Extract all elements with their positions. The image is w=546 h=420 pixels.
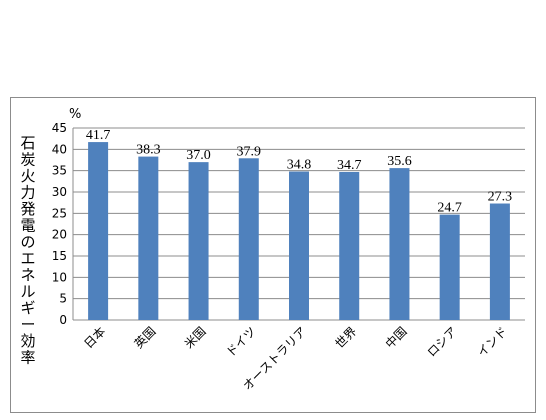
category-label: 中国 — [382, 324, 410, 352]
data-label: 38.3 — [136, 143, 161, 158]
y-tick-label: 30 — [52, 185, 67, 199]
bar — [238, 158, 259, 320]
y-axis-title-char: 力 — [20, 184, 35, 202]
data-label: 34.8 — [287, 158, 312, 173]
y-tick-label: 15 — [52, 249, 67, 263]
category-label: インド — [475, 324, 510, 359]
bar — [289, 171, 309, 320]
bar — [389, 168, 410, 320]
y-axis-title-char: 発 — [20, 200, 35, 218]
y-axis-title-char: 効 — [20, 332, 35, 350]
y-axis-title-char: 火 — [20, 167, 35, 185]
y-axis-title-char: 電 — [20, 217, 35, 235]
y-axis-title-char: の — [20, 233, 35, 251]
bars — [88, 142, 510, 320]
bar — [188, 162, 209, 320]
bar — [138, 156, 159, 320]
y-axis-title-char: 石 — [20, 134, 35, 152]
y-axis-title-char: ル — [20, 283, 35, 301]
chart-frame: 0 5 10 15 20 25 30 35 40 45 41.7 38.3 37.0 37.9 34.8 3… — [10, 97, 536, 413]
bar — [439, 214, 460, 320]
y-axis-title-char: ー — [20, 316, 35, 334]
y-axis-title-char: エ — [20, 250, 35, 268]
bar — [88, 142, 109, 320]
y-tick-label: 5 — [59, 292, 67, 306]
category-label: ロシア — [424, 324, 459, 359]
category-label: 英国 — [132, 324, 159, 351]
y-tick-labels: 0 5 10 15 20 25 30 35 40 45 — [52, 121, 67, 327]
y-tick-label: 40 — [52, 142, 67, 156]
y-axis-title-char: ネ — [20, 266, 35, 284]
data-label: 37.0 — [186, 148, 211, 163]
y-tick-label: 45 — [52, 121, 67, 135]
category-label: 米国 — [182, 324, 209, 351]
data-label: 27.3 — [488, 190, 513, 205]
data-label: 37.9 — [237, 144, 262, 159]
data-labels: 41.7 38.3 37.0 37.9 34.8 34.7 35.6 24.7 27.3 — [86, 128, 512, 216]
y-tick-label: 10 — [52, 270, 67, 284]
y-axis-title-char: 率 — [20, 349, 35, 367]
category-label: 世界 — [332, 324, 359, 351]
y-axis-title-char: 炭 — [20, 151, 35, 169]
y-axis-unit: % — [69, 107, 81, 122]
data-label: 34.7 — [337, 158, 362, 173]
data-label: 35.6 — [387, 154, 412, 169]
y-axis-title-char: ギ — [20, 299, 35, 317]
y-tick-label: 20 — [52, 228, 67, 242]
y-tick-label: 35 — [52, 164, 67, 178]
data-label: 41.7 — [86, 128, 111, 143]
category-label: 日本 — [81, 324, 108, 351]
y-tick-label: 25 — [52, 206, 67, 220]
bar — [339, 171, 360, 320]
y-tick-label: 0 — [59, 313, 67, 327]
category-label: ドイツ — [224, 324, 259, 359]
data-label: 24.7 — [437, 201, 462, 216]
bar — [489, 203, 510, 320]
bar-chart: 0 5 10 15 20 25 30 35 40 45 41.7 38.3 37.0 37.9 34.8 3… — [20, 107, 525, 394]
